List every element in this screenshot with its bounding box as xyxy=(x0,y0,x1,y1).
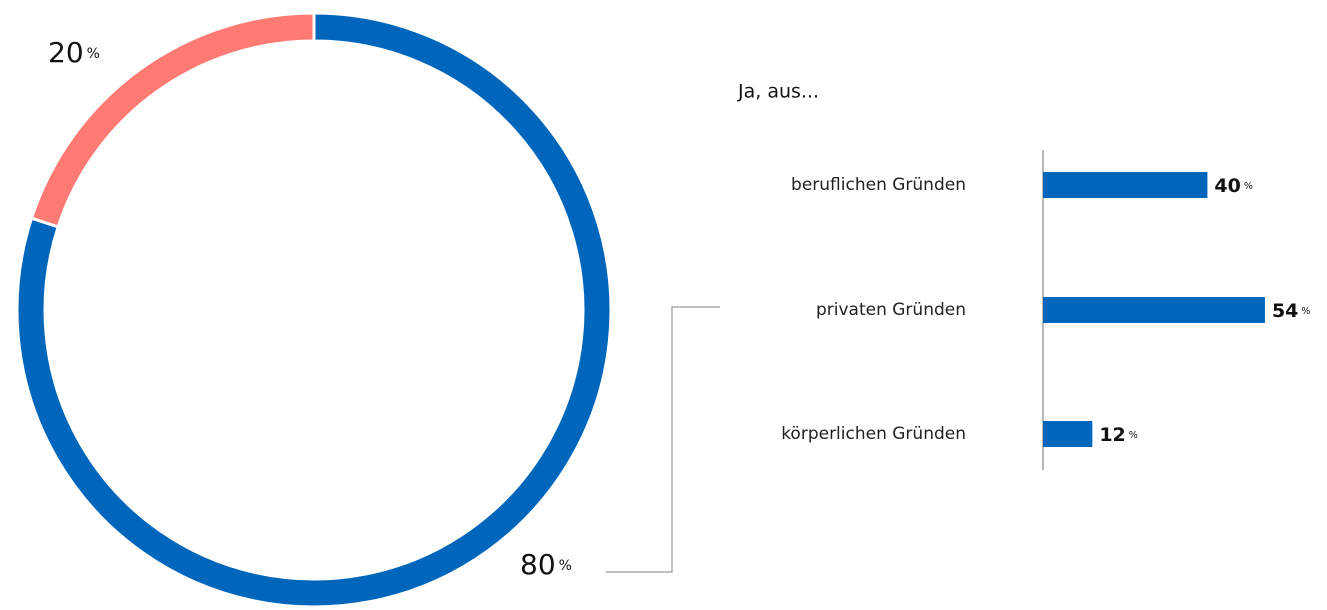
bar xyxy=(1043,421,1093,447)
bar xyxy=(1043,172,1208,198)
data-label: 40% xyxy=(1214,175,1252,197)
chart-title: Ja, aus... xyxy=(737,81,819,103)
donut-segment xyxy=(15,11,613,609)
connector-line xyxy=(606,306,720,573)
category-label: körperlichen Gründen xyxy=(781,424,966,444)
category-label: privaten Gründen xyxy=(816,300,966,320)
bar xyxy=(1043,297,1265,323)
data-label: 12% xyxy=(1099,424,1137,446)
data-label: 20% xyxy=(48,36,100,69)
data-label: 54% xyxy=(1272,300,1310,322)
category-label: beruflichen Gründen xyxy=(791,175,966,195)
donut-segment xyxy=(29,11,316,229)
data-label: 80% xyxy=(520,548,572,581)
